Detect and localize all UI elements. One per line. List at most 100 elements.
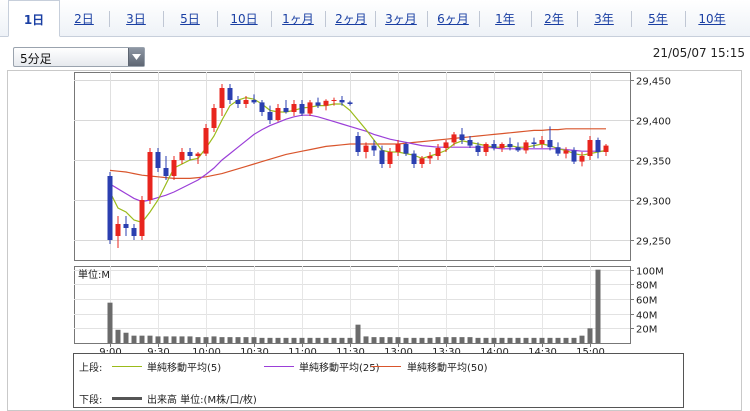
volume-bar bbox=[315, 337, 321, 343]
candle-body bbox=[275, 108, 281, 120]
candle-body bbox=[315, 102, 321, 106]
legend-ma25-swatch bbox=[264, 366, 294, 367]
candle-body bbox=[291, 104, 297, 112]
candle-body bbox=[211, 108, 217, 128]
volume-unit-label: 単位:M bbox=[78, 268, 110, 281]
tab-separator bbox=[271, 11, 272, 27]
volume-bar bbox=[579, 335, 585, 343]
candle-body bbox=[475, 145, 481, 152]
volume-bar bbox=[187, 336, 193, 343]
tab-separator bbox=[163, 11, 164, 27]
volume-bar bbox=[483, 337, 489, 343]
volume-bar bbox=[339, 337, 345, 343]
dropdown-arrow-button[interactable] bbox=[128, 48, 144, 66]
volume-bar bbox=[555, 337, 561, 343]
candle-body bbox=[195, 153, 201, 156]
tab-2d[interactable]: 2日 bbox=[74, 12, 94, 26]
x-tick-label: 11:30 bbox=[336, 347, 365, 358]
legend-ma25: 単純移動平均(25) bbox=[299, 363, 380, 374]
tab-5y[interactable]: 5年 bbox=[648, 12, 668, 26]
candle-body bbox=[355, 136, 361, 152]
legend-volume: 出来高 単位:(M株/口/枚) bbox=[147, 395, 257, 406]
tab-separator bbox=[577, 11, 578, 27]
candle-body bbox=[147, 152, 153, 200]
x-tick-label: 10:30 bbox=[240, 347, 269, 358]
tab-1d[interactable]: 1日 bbox=[8, 0, 60, 37]
legend-ma50-swatch bbox=[371, 366, 401, 367]
volume-bar bbox=[227, 337, 233, 343]
price-y-tick-label: 29,400 bbox=[636, 117, 671, 128]
legend-ma50: 単純移動平均(50) bbox=[407, 363, 488, 374]
volume-bar bbox=[347, 337, 353, 343]
volume-bar bbox=[355, 324, 361, 343]
tab-2y[interactable]: 2年 bbox=[544, 12, 564, 26]
volume-bar bbox=[387, 337, 393, 343]
volume-bar bbox=[371, 337, 377, 343]
candle-body bbox=[155, 152, 161, 168]
volume-y-tick-label: 80M bbox=[636, 281, 657, 292]
volume-bar bbox=[283, 337, 289, 343]
volume-bar bbox=[379, 337, 385, 343]
legend-ma5: 単純移動平均(5) bbox=[147, 363, 222, 374]
tab-3m[interactable]: 3ヶ月 bbox=[385, 12, 417, 26]
volume-bar bbox=[299, 337, 305, 343]
volume-bar bbox=[107, 302, 113, 343]
tab-3y[interactable]: 3年 bbox=[594, 12, 614, 26]
legend-upper-label: 上段: bbox=[79, 363, 103, 374]
volume-bar bbox=[539, 337, 545, 343]
candle-body bbox=[539, 140, 545, 144]
volume-bar bbox=[427, 337, 433, 343]
x-tick-label: 13:30 bbox=[432, 347, 461, 358]
candle-body bbox=[411, 153, 417, 164]
candle-body bbox=[515, 147, 521, 151]
candle-body bbox=[243, 100, 249, 104]
tab-10d[interactable]: 10日 bbox=[230, 12, 258, 26]
tab-1y[interactable]: 1年 bbox=[495, 12, 515, 26]
period-tab-bar: 1日 2日 3日 5日 10日 1ヶ月 2ヶ月 3ヶ月 6ヶ月 1年 2年 3年… bbox=[0, 0, 750, 37]
candle-body bbox=[451, 134, 457, 143]
price-y-tick-label: 29,250 bbox=[636, 237, 671, 248]
tab-1m[interactable]: 1ヶ月 bbox=[282, 12, 314, 26]
candle-body bbox=[571, 150, 577, 162]
volume-bar bbox=[203, 337, 209, 343]
volume-bar bbox=[587, 328, 593, 343]
x-tick-label: 13:00 bbox=[384, 347, 413, 358]
candle-body bbox=[555, 147, 561, 154]
tab-2m[interactable]: 2ヶ月 bbox=[335, 12, 367, 26]
candle-body bbox=[339, 100, 345, 103]
candle-body bbox=[419, 158, 425, 164]
volume-bar bbox=[363, 336, 369, 343]
volume-bar bbox=[515, 337, 521, 343]
candle-body bbox=[347, 102, 353, 104]
tab-separator bbox=[479, 11, 480, 27]
volume-bar bbox=[403, 337, 409, 343]
candle-body bbox=[331, 100, 337, 101]
price-y-tick-label: 29,350 bbox=[636, 157, 671, 168]
candle-body bbox=[587, 140, 593, 156]
tab-3d[interactable]: 3日 bbox=[126, 12, 146, 26]
candle-body bbox=[507, 144, 513, 148]
tab-separator bbox=[325, 11, 326, 27]
tab-10y[interactable]: 10年 bbox=[698, 12, 726, 26]
volume-bar bbox=[155, 336, 161, 343]
volume-bar bbox=[323, 337, 329, 343]
candle-body bbox=[171, 160, 177, 176]
interval-select[interactable]: 5分足 bbox=[13, 47, 145, 67]
volume-bar bbox=[595, 269, 601, 343]
candle-body bbox=[267, 112, 273, 120]
candle-body bbox=[387, 152, 393, 164]
tab-6m[interactable]: 6ヶ月 bbox=[437, 12, 469, 26]
volume-panel bbox=[74, 266, 631, 344]
candle-body bbox=[203, 128, 209, 154]
tab-separator bbox=[109, 11, 110, 27]
candle-body bbox=[227, 88, 233, 100]
interval-select-value: 5分足 bbox=[20, 52, 52, 66]
tab-separator bbox=[531, 11, 532, 27]
volume-bar bbox=[171, 336, 177, 343]
tab-5d[interactable]: 5日 bbox=[180, 12, 200, 26]
volume-bar bbox=[395, 337, 401, 343]
volume-bar bbox=[547, 337, 553, 343]
volume-bar bbox=[331, 337, 337, 343]
candle-body bbox=[443, 142, 449, 148]
